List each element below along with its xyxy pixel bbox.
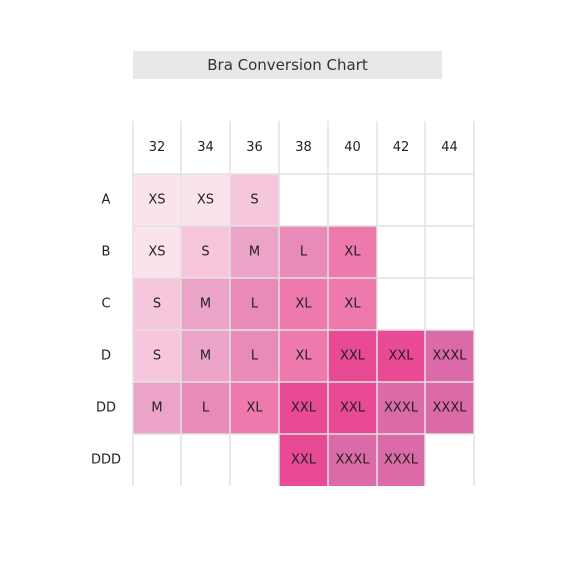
size-label-D-32: S <box>153 349 161 364</box>
size-label-C-40: XL <box>344 297 361 312</box>
column-header-44: 44 <box>441 140 458 155</box>
size-cell-B-38 <box>279 226 328 278</box>
size-cell-C-32 <box>133 278 181 330</box>
size-label-D-38: XL <box>295 349 312 364</box>
size-label-B-38: L <box>300 245 308 260</box>
size-cell-D-40 <box>328 330 377 382</box>
size-label-DDD-40: XXXL <box>336 453 371 468</box>
size-cell-C-40 <box>328 278 377 330</box>
row-header-C: C <box>101 297 110 312</box>
size-label-B-36: M <box>249 245 260 260</box>
size-label-DDD-38: XXL <box>291 453 317 468</box>
size-cell-D-34 <box>181 330 230 382</box>
size-label-D-40: XXL <box>340 349 366 364</box>
column-header-32: 32 <box>149 140 166 155</box>
size-cell-A-32 <box>133 174 181 226</box>
row-header-DD: DD <box>96 401 116 416</box>
size-label-DD-36: XL <box>246 401 263 416</box>
size-cell-C-36 <box>230 278 279 330</box>
size-label-DD-34: L <box>202 401 210 416</box>
size-cell-D-38 <box>279 330 328 382</box>
row-header-DDD: DDD <box>91 453 121 468</box>
size-label-DD-44: XXXL <box>433 401 468 416</box>
size-label-DD-42: XXXL <box>384 401 419 416</box>
row-header-A: A <box>102 193 111 208</box>
size-cell-DD-32 <box>133 382 181 434</box>
size-cell-DD-44 <box>425 382 474 434</box>
size-label-DD-32: M <box>151 401 162 416</box>
size-cell-C-38 <box>279 278 328 330</box>
size-cell-DDD-40 <box>328 434 377 486</box>
size-cell-B-34 <box>181 226 230 278</box>
column-header-38: 38 <box>295 140 312 155</box>
size-cell-D-44 <box>425 330 474 382</box>
size-cell-DDD-38 <box>279 434 328 486</box>
size-label-C-32: S <box>153 297 161 312</box>
size-label-C-36: L <box>251 297 259 312</box>
size-label-A-34: XS <box>197 193 214 208</box>
size-cell-B-36 <box>230 226 279 278</box>
column-header-40: 40 <box>344 140 361 155</box>
size-cell-A-34 <box>181 174 230 226</box>
size-cell-DD-36 <box>230 382 279 434</box>
size-label-DD-38: XXL <box>291 401 317 416</box>
size-cell-DD-34 <box>181 382 230 434</box>
size-label-D-44: XXXL <box>433 349 468 364</box>
size-label-C-34: M <box>200 297 211 312</box>
row-header-B: B <box>102 245 111 260</box>
size-cell-DDD-42 <box>377 434 425 486</box>
column-header-42: 42 <box>393 140 410 155</box>
size-label-B-40: XL <box>344 245 361 260</box>
size-cell-C-34 <box>181 278 230 330</box>
size-label-B-34: S <box>201 245 209 260</box>
row-header-D: D <box>101 349 111 364</box>
size-cell-D-42 <box>377 330 425 382</box>
column-header-36: 36 <box>246 140 263 155</box>
size-label-A-36: S <box>250 193 258 208</box>
size-label-DD-40: XXL <box>340 401 366 416</box>
size-cell-DD-42 <box>377 382 425 434</box>
size-cell-DD-38 <box>279 382 328 434</box>
size-cell-B-32 <box>133 226 181 278</box>
size-cell-DD-40 <box>328 382 377 434</box>
size-label-D-36: L <box>251 349 259 364</box>
size-label-DDD-42: XXXL <box>384 453 419 468</box>
size-label-D-34: M <box>200 349 211 364</box>
size-cell-D-36 <box>230 330 279 382</box>
chart-title: Bra Conversion Chart <box>133 51 442 79</box>
size-cell-A-36 <box>230 174 279 226</box>
size-label-C-38: XL <box>295 297 312 312</box>
size-label-A-32: XS <box>148 193 165 208</box>
column-header-34: 34 <box>197 140 214 155</box>
size-label-D-42: XXL <box>388 349 414 364</box>
size-cell-D-32 <box>133 330 181 382</box>
size-cell-B-40 <box>328 226 377 278</box>
size-label-B-32: XS <box>148 245 165 260</box>
